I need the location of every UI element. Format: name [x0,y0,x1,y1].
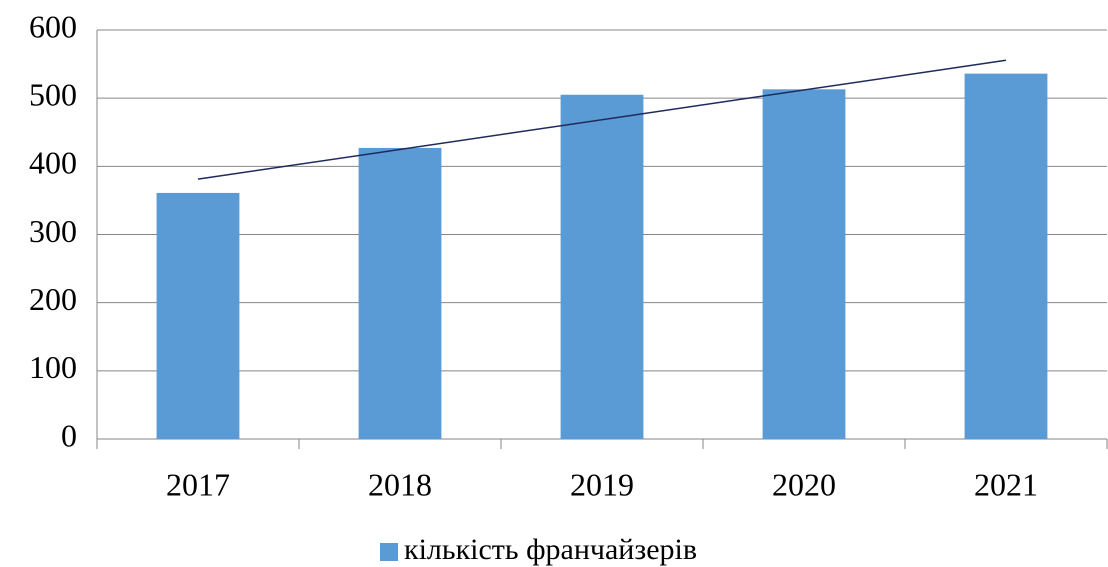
legend-label: кількість франчайзерів [404,533,697,566]
x-tick-label: 2020 [772,466,836,502]
bar [358,147,442,439]
x-tick-label: 2019 [570,466,634,502]
y-tick-label: 300 [29,213,77,249]
y-tick-label: 0 [61,417,77,453]
trendline [197,59,1007,180]
y-tick-label: 200 [29,281,77,317]
y-tick-label: 500 [29,77,77,113]
y-tick-label: 600 [29,8,77,44]
x-tick-label: 2017 [166,466,230,502]
x-tick-label: 2021 [974,466,1038,502]
x-tick-label: 2018 [368,466,432,502]
bar [156,192,240,439]
bar [560,94,644,439]
y-tick-label: 100 [29,349,77,385]
y-tick-label: 400 [29,145,77,181]
bar [762,89,846,440]
bar [964,73,1048,440]
legend-swatch [380,543,398,561]
